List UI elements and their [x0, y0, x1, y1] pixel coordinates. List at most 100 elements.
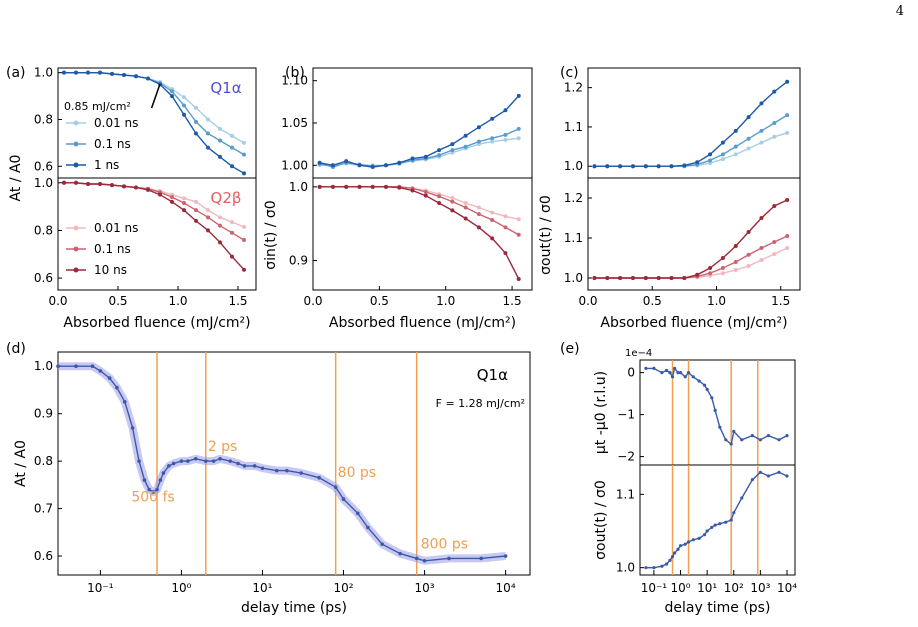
panel-e-ylabel: σout(t) / σ0: [593, 480, 609, 560]
panel-d-series-point: [137, 459, 141, 463]
panel-e-series-0-point: [686, 371, 691, 375]
panel-b-y-tick-label: 0.9: [289, 254, 308, 268]
panel-a-series-2-point: [62, 180, 66, 185]
panel-a-series-2-line: [64, 71, 245, 174]
panel-b-x-tick-label: 0.0: [303, 294, 322, 308]
panel-e-series-0-point: [766, 434, 770, 438]
panel-e-series-0-point: [713, 408, 717, 412]
panel-b-ylabel: σin(t) / σ0: [263, 200, 279, 269]
panel-a-series-0-point: [194, 105, 198, 110]
panel-c-y-tick-label: 1.0: [564, 159, 583, 173]
panel-c-x-tick-label: 0.0: [578, 294, 597, 308]
panel-c-series-2-line: [594, 199, 788, 279]
panel-a-series-2-point: [98, 181, 102, 186]
panel-e-series-1-point: [713, 523, 717, 527]
panel-a-series-2-point: [134, 74, 138, 79]
panel-a-legend-marker: [73, 267, 79, 273]
panel-a-series-2-point: [170, 94, 174, 99]
panel-a-series-2-point: [182, 112, 186, 117]
panel-d-y-tick-label: 0.7: [34, 502, 53, 516]
panel-d-series-point: [398, 551, 402, 556]
panel-d-series-point: [147, 487, 151, 492]
panel-d-series-point: [479, 556, 484, 561]
panel-a-series-0-point: [182, 196, 186, 201]
panel-c-series-2-point: [656, 164, 661, 169]
panel-e-series-1-point: [644, 566, 648, 570]
panel-e-series-0-point: [732, 429, 736, 433]
panel-c-y-tick-label: 1.2: [564, 191, 583, 205]
panel-e-series-1-point: [683, 542, 687, 546]
panel-a-arrow: [150, 83, 161, 109]
panel-a-series-2-point: [146, 76, 150, 81]
panel-e-series-0-point: [750, 434, 754, 438]
panel-a-series-1-point: [170, 89, 174, 94]
panel-e-x-tick-label: 10⁴: [777, 581, 797, 595]
panel-e-series-1-point: [766, 474, 770, 478]
panel-b-series-1-point: [437, 153, 442, 158]
panel-c-series-1-point: [720, 152, 725, 157]
panel-d-series-point: [98, 369, 103, 373]
panel-a-series-1-point: [218, 223, 222, 228]
panel-b-series-0-point: [450, 195, 455, 200]
panel-b-series-1-point: [503, 132, 508, 137]
panel-d-x-tick-label: 10⁰: [171, 581, 191, 595]
panel-a-legend-marker: [73, 162, 79, 168]
panel-c-series-2-point: [605, 164, 610, 169]
panel-c-series-2-point: [605, 276, 610, 280]
panel-c-series-0-line: [594, 247, 788, 279]
panel-d-series-point: [90, 364, 95, 369]
panel-a-y-tick-label: 0.8: [34, 112, 53, 126]
panel-d-series-point: [186, 459, 190, 463]
panel-a-series-2-point: [242, 267, 246, 272]
panel-a-series-1-point: [230, 145, 234, 150]
panel-a-series-2-point: [122, 184, 126, 189]
panel-e-series-1-point: [732, 511, 736, 515]
panel-a-legend-marker: [73, 120, 79, 126]
panel-c-series-2-point: [630, 164, 635, 169]
panel-b-series-2-line: [319, 95, 520, 168]
panel-d-series-point: [179, 459, 184, 463]
panel-c-y-tick-label: 1.1: [564, 231, 583, 245]
panel-b-series-2-point: [357, 184, 362, 189]
panel-b-series-1-point: [490, 218, 495, 222]
panel-d-y-tick-label: 0.6: [34, 549, 53, 563]
panel-d-fluence-label: F = 1.28 mJ/cm²: [436, 397, 525, 410]
page-number: 4: [895, 4, 904, 19]
panel-d-series-point: [414, 556, 419, 561]
panel-a-series-0-point: [218, 126, 222, 131]
panel-e-series-0-point: [652, 366, 656, 370]
panel-b-series-0-point: [490, 210, 495, 215]
panel-e-y-tick-label: −2: [617, 450, 635, 464]
panel-e-y-tick-label: −1: [617, 408, 635, 422]
panel-b-series-0-point: [503, 137, 508, 142]
panel-b-series-2-point: [410, 188, 415, 193]
panel-c-x-tick-label: 1.0: [707, 294, 726, 308]
panel-b-series-2-point: [317, 184, 322, 189]
panel-d-annotation: Q1α: [477, 366, 508, 384]
panel-b-y-tick-label: 1.10: [281, 74, 308, 88]
panel-c-series-0-point: [759, 258, 764, 262]
panel-a-legend-label: 0.1 ns: [94, 137, 131, 151]
panel-a-series-2-point: [230, 254, 234, 259]
panel-b-series-1-point: [450, 148, 455, 153]
panel-e-series-0-point: [660, 371, 664, 375]
panel-a-legend-label: 10 ns: [94, 263, 127, 277]
panel-c-series-1-point: [733, 144, 738, 149]
panel-d-series-point: [236, 461, 240, 466]
panel-e-series-1-point: [710, 525, 714, 529]
panel-a-series-2-point: [86, 70, 90, 75]
panel-e-series-1-point: [660, 564, 664, 568]
panel-e-x-tick-label: 10⁰: [670, 581, 690, 595]
panel-e-series-1-point: [740, 496, 744, 500]
panel-e-series-0-point: [673, 366, 677, 370]
panel-b-series-1-point: [516, 126, 521, 131]
panel-b-series-1-point: [516, 232, 521, 237]
panel-c-series-0-point: [733, 268, 738, 272]
panel-d-label: (d): [6, 341, 26, 357]
panel-d-series-point: [151, 490, 156, 494]
panel-a-series-2-point: [242, 171, 246, 176]
panel-e-series-0-point: [758, 438, 762, 442]
panel-a-y-tick-label: 0.6: [34, 271, 53, 285]
panel-c-series-1-point: [746, 252, 751, 257]
panel-a-series-2-point: [62, 70, 66, 75]
